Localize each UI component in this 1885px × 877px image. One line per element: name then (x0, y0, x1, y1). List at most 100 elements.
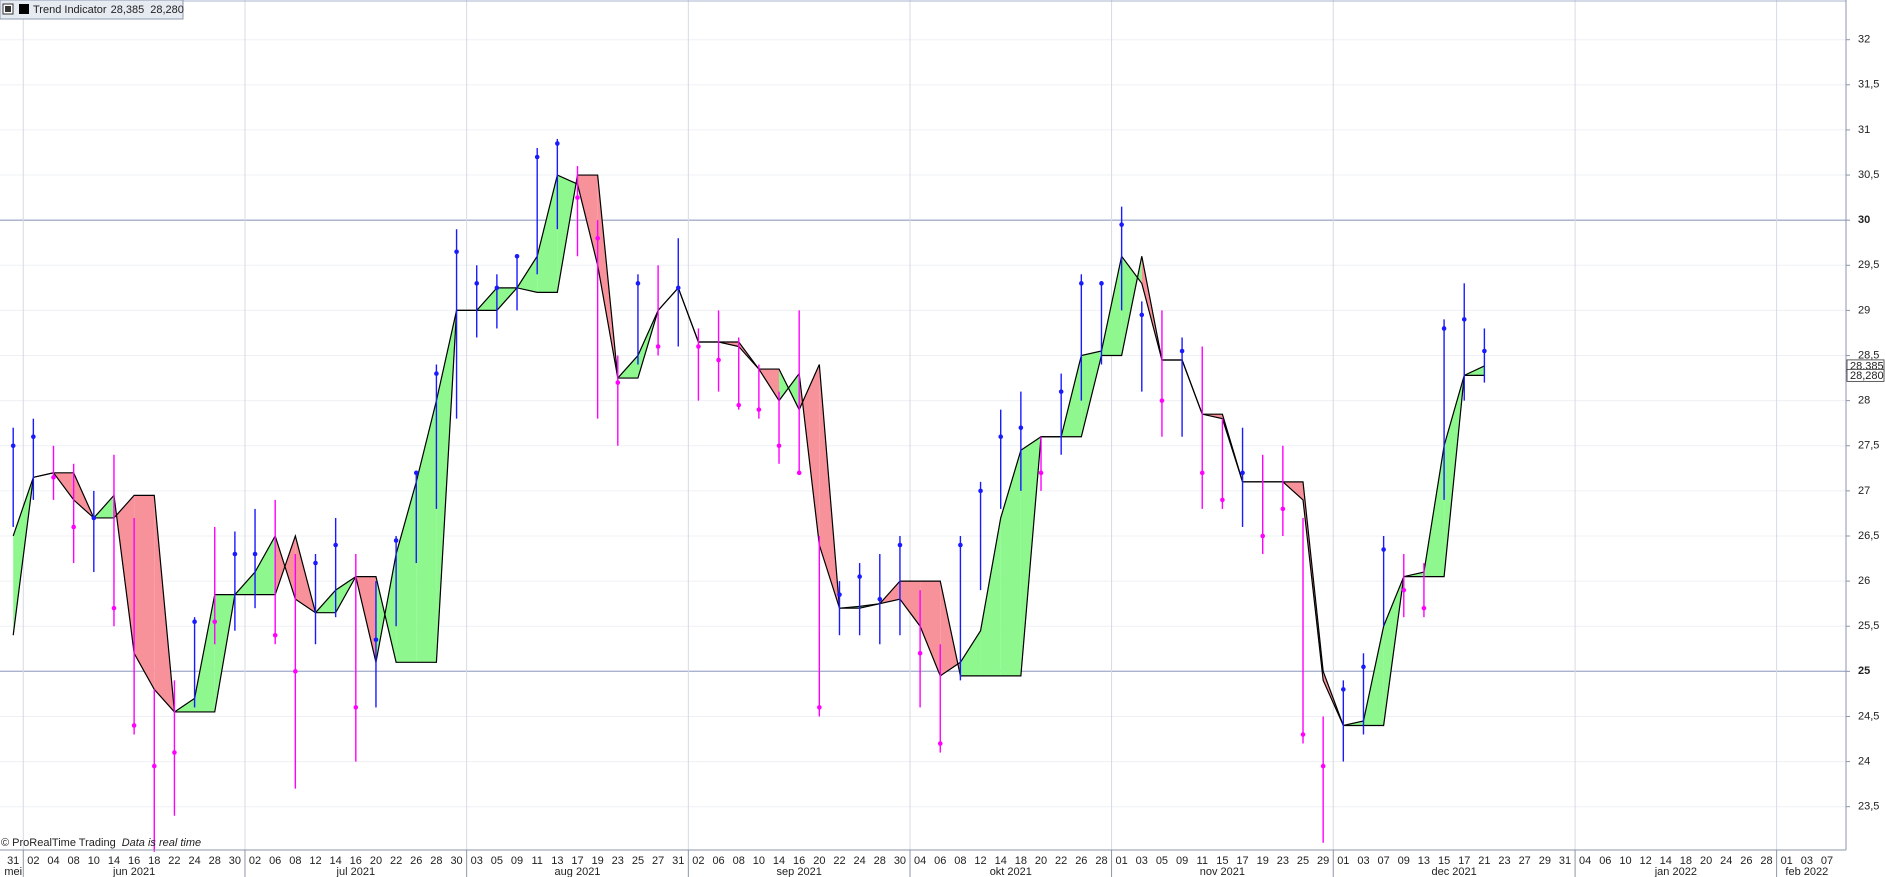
close-dot (514, 253, 520, 259)
band-layer (12, 174, 1485, 727)
close-dot (1139, 312, 1145, 318)
x-tick-label: 12 (309, 855, 321, 867)
trend-band (517, 256, 538, 293)
close-dot (1058, 389, 1064, 394)
x-tick-label: 31 (1559, 855, 1571, 867)
x-tick-label: 02 (249, 855, 261, 867)
x-tick-label: 15 (1216, 855, 1228, 867)
x-tick-label: 28 (209, 855, 221, 867)
x-tick-label: 25 (1297, 855, 1309, 867)
close-dot (1280, 506, 1286, 512)
x-tick-label: 28 (874, 855, 886, 867)
x-tick-label: 23 (612, 855, 624, 867)
x-tick-label: 10 (753, 855, 765, 867)
x-tick-label: 22 (390, 855, 402, 867)
close-dot (31, 434, 36, 440)
close-dot (917, 650, 923, 656)
x-tick-label: 25 (632, 855, 644, 867)
close-dot (837, 592, 842, 597)
x-tick-label: 09 (511, 855, 523, 867)
close-dot (575, 195, 580, 200)
y-tick-label: 26 (1858, 575, 1870, 587)
close-dot (413, 470, 419, 476)
x-tick-label: 27 (1519, 855, 1531, 867)
close-dot (393, 538, 399, 543)
close-dot (10, 443, 16, 449)
x-tick-label: 18 (1015, 855, 1027, 867)
trend-band (194, 594, 215, 712)
x-tick-label: 17 (1458, 855, 1470, 867)
x-tick-label: 10 (88, 855, 100, 867)
trend-band (134, 495, 155, 690)
last-value-tag (1846, 368, 1885, 382)
close-dot (111, 605, 117, 611)
x-tick-label: 15 (1438, 855, 1450, 867)
x-tick-label: 19 (1257, 855, 1269, 867)
legend-text: Trend Indicator 28,385 28,280 (33, 4, 184, 16)
x-tick-label: 11 (531, 855, 542, 867)
x-tick-label: 30 (894, 855, 906, 867)
y-tick-label: 32 (1858, 34, 1870, 46)
y-tick-label: 25,5 (1858, 620, 1879, 632)
y-tick-label: 23,5 (1858, 801, 1879, 813)
x-tick-label: 21 (1478, 855, 1490, 867)
legend-label: Trend Indicator (33, 4, 107, 16)
x-tick-label: 12 (1639, 855, 1651, 867)
month-label: jun 2021 (112, 866, 155, 877)
close-dot (756, 407, 762, 412)
close-dot (172, 750, 177, 755)
trend-slow-line (12, 174, 1485, 727)
trend-band (537, 175, 558, 293)
x-tick-label: 09 (1398, 855, 1410, 867)
close-dot (91, 515, 97, 521)
x-tick-label: 18 (1680, 855, 1692, 867)
x-tick-label: 03 (1136, 855, 1148, 867)
close-dot (857, 574, 862, 579)
x-tick-label: 03 (471, 855, 483, 867)
y-tick-label: 30,5 (1858, 169, 1879, 181)
x-tick-label: 14 (108, 855, 120, 867)
month-label: okt 2021 (990, 866, 1032, 877)
x-tick-label: 08 (289, 855, 301, 867)
x-tick-label: 26 (1075, 855, 1087, 867)
y-tick-label: 30 (1858, 214, 1870, 226)
x-tick-label: 12 (974, 855, 986, 867)
close-dot (1421, 605, 1427, 611)
y-tick-label: 31 (1858, 124, 1870, 136)
x-tick-label: 07 (1821, 855, 1833, 867)
x-tick-label: 27 (652, 855, 664, 867)
close-dot (151, 763, 157, 769)
close-dot (1159, 398, 1165, 403)
x-tick-label: 06 (934, 855, 946, 867)
close-dot (71, 524, 76, 530)
status: Data is real time (122, 837, 201, 849)
month-label: aug 2021 (555, 866, 601, 877)
month-label: sep 2021 (777, 866, 822, 877)
close-dot (494, 285, 500, 291)
x-tick-label: 28 (1760, 855, 1772, 867)
close-dot (1461, 317, 1467, 322)
x-tick-label: 01 (1116, 855, 1128, 867)
axis-layer: 23,5 24 24,5 25 25,5 26 26,5 27 27,5 28 28,5 29 29,5… (4, 34, 1885, 877)
x-tick-label: 20 (813, 855, 825, 867)
close-dot (1401, 587, 1407, 593)
month-label: mei (4, 866, 22, 877)
x-tick-label: 19 (592, 855, 604, 867)
x-tick-label: 20 (1700, 855, 1712, 867)
close-dot (1018, 425, 1024, 431)
close-dot (1361, 664, 1366, 670)
close-dot (1260, 533, 1266, 539)
x-tick-label: 17 (571, 855, 583, 867)
x-tick-label: 24 (1720, 855, 1732, 867)
x-tick-label: 11 (1197, 855, 1208, 867)
x-tick-label: 04 (47, 855, 59, 867)
close-dot (696, 344, 701, 349)
close-dot (192, 619, 197, 625)
close-dot (716, 357, 721, 363)
x-tick-label: 30 (229, 855, 241, 867)
x-tick-label: 08 (68, 855, 80, 867)
x-tick-label: 06 (712, 855, 724, 867)
x-tick-label: 28 (1095, 855, 1107, 867)
x-tick-label: 13 (551, 855, 563, 867)
